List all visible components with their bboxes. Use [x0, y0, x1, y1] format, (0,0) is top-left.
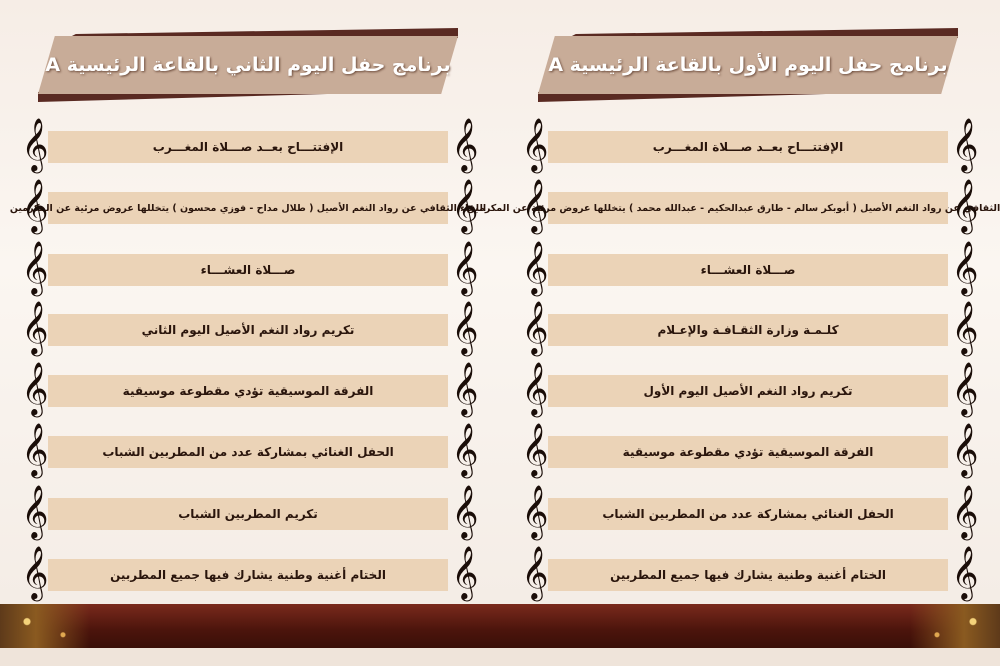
treble-clef-icon: 𝄞 — [451, 117, 479, 171]
treble-clef-icon: 𝄞 — [951, 240, 979, 294]
treble-clef-icon: 𝄞 — [451, 422, 479, 476]
day1-banner: برنامج حفل اليوم الأول بالقاعة الرئيسية … — [538, 28, 958, 102]
footer-band — [0, 604, 1000, 648]
treble-clef-icon: 𝄞 — [451, 361, 479, 415]
program-item: صـــلاة العشـــاء — [548, 254, 948, 286]
treble-clef-icon: 𝄞 — [521, 422, 549, 476]
glitter-decoration — [910, 604, 1000, 648]
treble-clef-icon: 𝄞 — [521, 361, 549, 415]
treble-clef-icon: 𝄞 — [951, 117, 979, 171]
day2-title: برنامج حفل اليوم الثاني بالقاعة الرئيسية… — [45, 54, 451, 76]
treble-clef-icon: 𝄞 — [521, 300, 549, 354]
glitter-decoration — [0, 604, 90, 648]
program-item: اللقاء الثقافي عن رواد النغم الأصيل ( أب… — [467, 192, 1000, 224]
program-item: الإفتتـــاح بعــد صـــلاة المغـــرب — [48, 131, 448, 163]
program-item: كلـمـة وزارة الثقـافـة والإعـلام — [548, 314, 948, 346]
treble-clef-icon: 𝄞 — [21, 545, 49, 599]
treble-clef-icon: 𝄞 — [21, 300, 49, 354]
day1-title: برنامج حفل اليوم الأول بالقاعة الرئيسية … — [548, 54, 948, 76]
program-item: تكريم رواد النغم الأصيل اليوم الثاني — [48, 314, 448, 346]
treble-clef-icon: 𝄞 — [951, 178, 979, 232]
program-item: الحفل الغنائي بمشاركة عدد من المطربين ال… — [548, 498, 948, 530]
treble-clef-icon: 𝄞 — [451, 178, 479, 232]
day2-banner: برنامج حفل اليوم الثاني بالقاعة الرئيسية… — [38, 28, 458, 102]
program-item: الإفتتـــاح بعــد صـــلاة المغـــرب — [548, 131, 948, 163]
program-item: اللقاء الثقافي عن رواد النغم الأصيل ( طل… — [10, 192, 486, 224]
treble-clef-icon: 𝄞 — [951, 545, 979, 599]
treble-clef-icon: 𝄞 — [21, 422, 49, 476]
treble-clef-icon: 𝄞 — [451, 545, 479, 599]
treble-clef-icon: 𝄞 — [521, 178, 549, 232]
treble-clef-icon: 𝄞 — [21, 117, 49, 171]
treble-clef-icon: 𝄞 — [451, 484, 479, 538]
treble-clef-icon: 𝄞 — [951, 484, 979, 538]
treble-clef-icon: 𝄞 — [451, 300, 479, 354]
treble-clef-icon: 𝄞 — [21, 484, 49, 538]
treble-clef-icon: 𝄞 — [951, 361, 979, 415]
treble-clef-icon: 𝄞 — [451, 240, 479, 294]
day2-program: برنامج حفل اليوم الثاني بالقاعة الرئيسية… — [0, 0, 500, 600]
program-item: تكريم رواد النغم الأصيل اليوم الأول — [548, 375, 948, 407]
program-item: الحفل الغنائي بمشاركة عدد من المطربين ال… — [48, 436, 448, 468]
treble-clef-icon: 𝄞 — [21, 240, 49, 294]
treble-clef-icon: 𝄞 — [521, 484, 549, 538]
program-item: الختام أغنية وطنية يشارك فيها جميع المطر… — [48, 559, 448, 591]
program-item: صـــلاة العشـــاء — [48, 254, 448, 286]
treble-clef-icon: 𝄞 — [521, 545, 549, 599]
treble-clef-icon: 𝄞 — [21, 361, 49, 415]
program-item: الفرقة الموسيقية تؤدي مقطوعة موسيقية — [48, 375, 448, 407]
footer-strip — [0, 648, 1000, 666]
treble-clef-icon: 𝄞 — [521, 117, 549, 171]
treble-clef-icon: 𝄞 — [951, 300, 979, 354]
program-item: تكريم المطربين الشباب — [48, 498, 448, 530]
treble-clef-icon: 𝄞 — [521, 240, 549, 294]
program-item: الفرقة الموسيقية تؤدي مقطوعة موسيقية — [548, 436, 948, 468]
day1-program: برنامج حفل اليوم الأول بالقاعة الرئيسية … — [467, 0, 1000, 600]
treble-clef-icon: 𝄞 — [951, 422, 979, 476]
program-item: الختام أغنية وطنية يشارك فيها جميع المطر… — [548, 559, 948, 591]
treble-clef-icon: 𝄞 — [21, 178, 49, 232]
